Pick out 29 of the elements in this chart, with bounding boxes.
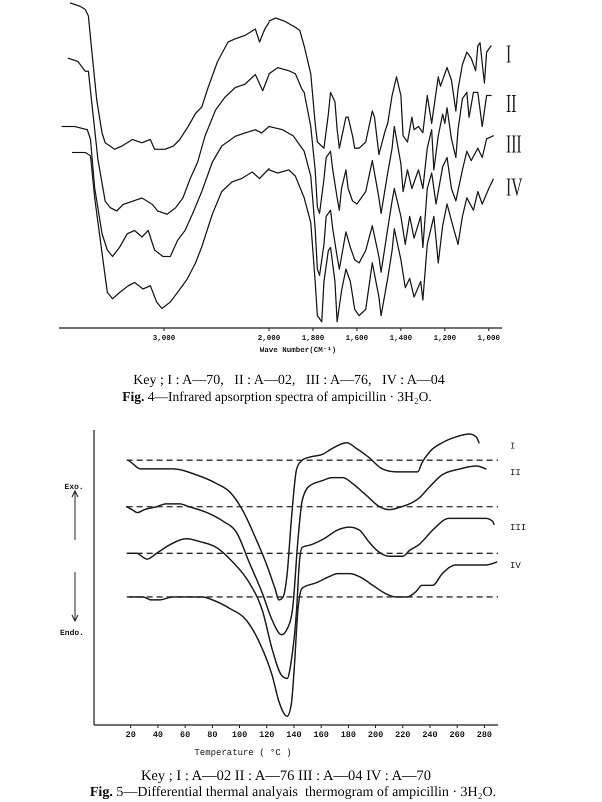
caption: Fig. 5—Differential thermal analyais thermogram of ampicillin · 3H₂O. (90, 785, 496, 800)
x-tick-label: 140 (286, 730, 302, 740)
x-tick-label: 240 (422, 730, 438, 740)
x-tick-label: 220 (395, 730, 410, 740)
series-label: III (510, 523, 526, 534)
caption: Fig. 4—Infrared apsorption spectra of ampicillin · 3H₂O. (122, 389, 432, 404)
x-tick-label: 60 (180, 730, 190, 740)
x-tick-label: 260 (450, 730, 465, 740)
text: II (510, 468, 521, 478)
text: Key ; I : A—70, II : A—02, III : A—76, IV : A—04 (133, 373, 445, 388)
text: Key ; I : A—02 II : A—76 III : A—04 IV : A—70 (140, 768, 432, 784)
series-label: IV (506, 172, 523, 202)
x-tick-label: 80 (207, 730, 218, 740)
x-tick-label: 200 (368, 730, 384, 740)
text: Exo. (64, 483, 84, 492)
series-label: II (506, 88, 516, 118)
x-axis-title: Temperature ( °C ) (194, 748, 292, 758)
series-label: III (506, 129, 522, 158)
series-label: IV (510, 561, 522, 572)
x-tick-label: 180 (340, 730, 356, 740)
x-tick-label: 120 (259, 730, 274, 740)
x-tick-label: 280 (476, 730, 492, 740)
series-label: I (506, 39, 512, 68)
x-tick-label: 160 (314, 730, 329, 740)
x-tick-label: 20 (126, 730, 136, 740)
x-tick-label: 40 (152, 730, 164, 740)
x-tick-label: 100 (232, 730, 248, 740)
text: Endo. (60, 629, 84, 638)
text: I (510, 442, 516, 452)
